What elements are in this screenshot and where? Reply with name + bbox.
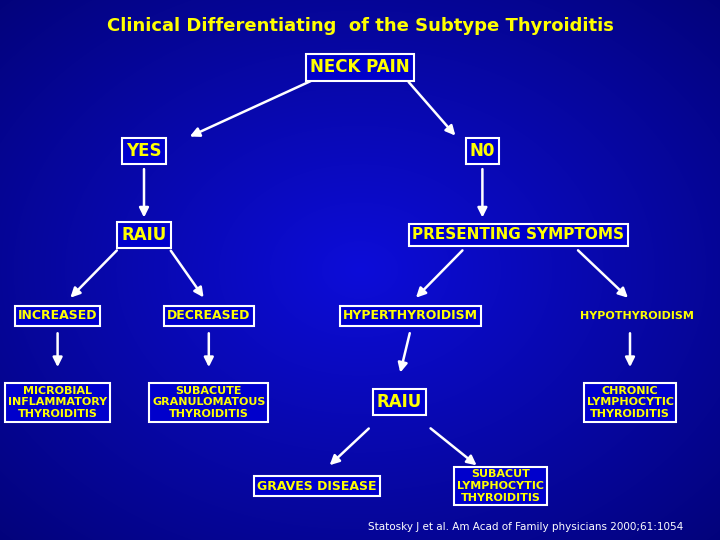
Text: DECREASED: DECREASED	[167, 309, 251, 322]
Text: INCREASED: INCREASED	[18, 309, 97, 322]
Text: PRESENTING SYMPTOMS: PRESENTING SYMPTOMS	[413, 227, 624, 242]
Text: MICROBIAL
INFLAMMATORY
THYROIDITIS: MICROBIAL INFLAMMATORY THYROIDITIS	[8, 386, 107, 419]
Text: RAIU: RAIU	[122, 226, 166, 244]
Text: N0: N0	[469, 142, 495, 160]
Text: GRAVES DISEASE: GRAVES DISEASE	[257, 480, 377, 492]
Text: RAIU: RAIU	[377, 393, 422, 411]
Text: Clinical Differentiating  of the Subtype Thyroiditis: Clinical Differentiating of the Subtype …	[107, 17, 613, 35]
Text: SUBACUTE
GRANULOMATOUS
THYROIDITIS: SUBACUTE GRANULOMATOUS THYROIDITIS	[152, 386, 266, 419]
Text: SUBACUT
LYMPHOCYTIC
THYROIDITIS: SUBACUT LYMPHOCYTIC THYROIDITIS	[457, 469, 544, 503]
Text: HYPERTHYROIDISM: HYPERTHYROIDISM	[343, 309, 478, 322]
Text: Statosky J et al. Am Acad of Family physicians 2000;61:1054: Statosky J et al. Am Acad of Family phys…	[368, 522, 683, 531]
Text: HYPOTHYROIDISM: HYPOTHYROIDISM	[580, 311, 694, 321]
Text: YES: YES	[126, 142, 162, 160]
Text: CHRONIC
LYMPHOCYTIC
THYROIDITIS: CHRONIC LYMPHOCYTIC THYROIDITIS	[587, 386, 673, 419]
Text: NECK PAIN: NECK PAIN	[310, 58, 410, 77]
